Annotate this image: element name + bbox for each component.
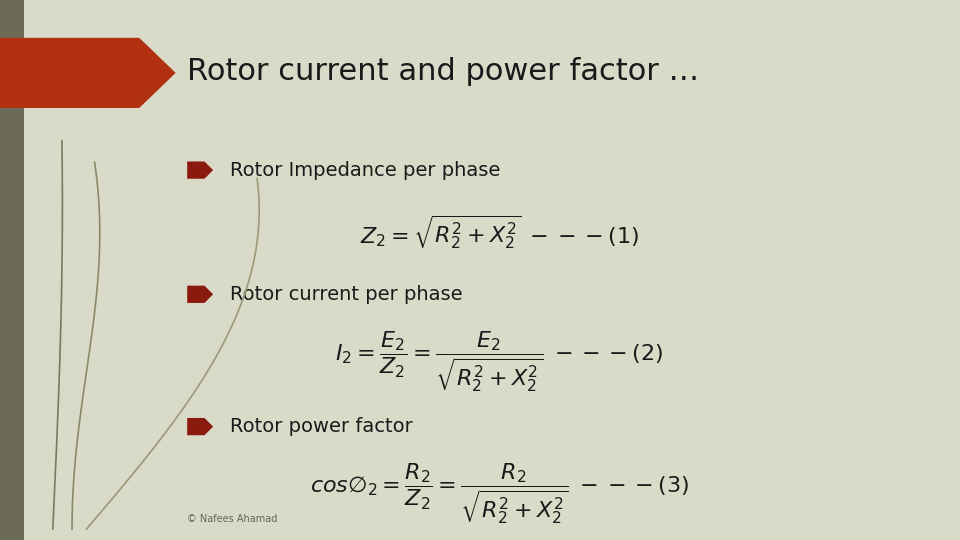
Polygon shape	[187, 161, 213, 179]
Text: Rotor power factor: Rotor power factor	[230, 417, 413, 436]
Polygon shape	[187, 418, 213, 435]
Text: $cos\varnothing_2 = \dfrac{R_2}{Z_2} = \dfrac{R_2}{\sqrt{R_2^2 + X_2^2}}\;---(3): $cos\varnothing_2 = \dfrac{R_2}{Z_2} = \…	[310, 462, 688, 526]
Polygon shape	[187, 286, 213, 303]
Text: $I_2 = \dfrac{E_2}{Z_2} = \dfrac{E_2}{\sqrt{R_2^2 + X_2^2}}\;---(2)$: $I_2 = \dfrac{E_2}{Z_2} = \dfrac{E_2}{\s…	[335, 330, 663, 394]
Polygon shape	[0, 0, 24, 540]
Text: $Z_2 = \sqrt{R_2^2 + X_2^2}\;---(1)$: $Z_2 = \sqrt{R_2^2 + X_2^2}\;---(1)$	[360, 213, 638, 251]
Text: © Nafees Ahamad: © Nafees Ahamad	[187, 514, 277, 524]
Text: Rotor current and power factor …: Rotor current and power factor …	[187, 57, 699, 86]
Text: Rotor Impedance per phase: Rotor Impedance per phase	[230, 160, 501, 180]
Text: Rotor current per phase: Rotor current per phase	[230, 285, 463, 304]
Polygon shape	[0, 38, 176, 108]
